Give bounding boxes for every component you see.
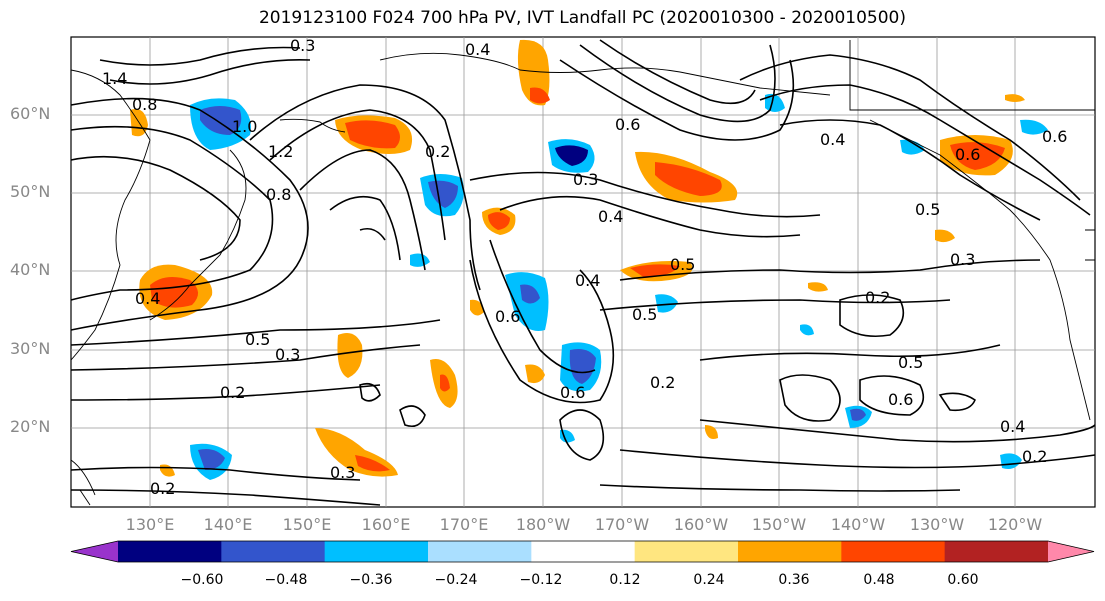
colorbar-swatch (634, 541, 739, 562)
map-title: 2019123100 F024 700 hPa PV, IVT Landfall… (258, 8, 906, 28)
lat-label: 40°N (10, 260, 51, 279)
lat-label: 20°N (10, 417, 51, 436)
colorbar-tick-label: −0.60 (180, 572, 224, 588)
contour-label: 0.4 (598, 207, 623, 226)
contour-label: 0.6 (615, 115, 640, 134)
contour-label: 0.6 (1042, 127, 1067, 146)
contour-lines (70, 39, 1096, 506)
contour-label: 0.2 (650, 373, 675, 392)
contour-label: 0.4 (135, 289, 160, 308)
contour-label: 0.6 (495, 307, 520, 326)
contour-label: 0.4 (820, 130, 845, 149)
colorbar-extend-min (71, 541, 118, 562)
contour-label: 0.5 (245, 330, 270, 349)
colorbar-tick-label: 0.60 (947, 572, 979, 588)
coastlines (70, 40, 1095, 506)
graticule (71, 37, 1095, 507)
lon-label: 150°W (751, 515, 807, 534)
colorbar-tick-label: 0.36 (778, 572, 810, 588)
colorbar-swatch (118, 541, 222, 562)
colorbar-swatch (428, 541, 532, 562)
contour-label: 0.3 (275, 345, 300, 364)
lon-label: 180°W (515, 515, 571, 534)
contour-label: 0.2 (1022, 447, 1047, 466)
lon-label: 130°W (909, 515, 965, 534)
contour-label: 0.3 (950, 250, 975, 269)
lat-label: 60°N (10, 104, 51, 123)
colorbar-tick-label: −0.48 (264, 572, 308, 588)
colorbar-tick-label: 0.48 (863, 572, 895, 588)
contour-label: 0.3 (573, 170, 598, 189)
positive-anomaly-shading (130, 39, 1025, 477)
lat-label: 30°N (10, 339, 51, 358)
contour-label: 0.3 (290, 36, 315, 55)
lon-label: 170°W (594, 515, 650, 534)
contour-label: 0.5 (632, 305, 657, 324)
colorbar-swatch (221, 541, 326, 562)
colorbar-extend-max (1048, 541, 1094, 562)
contour-label: 0.4 (1000, 417, 1025, 436)
lon-label: 140°E (203, 515, 253, 534)
contour-label: 0.5 (670, 255, 695, 274)
lon-label: 170°E (439, 515, 489, 534)
contour-label: 0.4 (575, 271, 600, 290)
contour-label: 0.5 (915, 200, 940, 219)
lat-label: 50°N (10, 182, 51, 201)
contour-label: 0.6 (888, 390, 913, 409)
colorbar-swatch (531, 541, 636, 562)
contour-label: 0.2 (150, 479, 175, 498)
lon-label: 130°E (125, 515, 175, 534)
colorbar-tick-label: −0.12 (519, 572, 563, 588)
colorbar-tick-label: 0.12 (609, 572, 641, 588)
contour-label: 1.0 (232, 117, 257, 136)
contour-label: 1.2 (268, 142, 293, 161)
colorbar-tick-label: −0.24 (434, 572, 478, 588)
lon-label: 120°W (987, 515, 1043, 534)
contour-label: 1.4 (102, 69, 127, 88)
lon-label: 140°W (830, 515, 886, 534)
colorbar-tick-label: −0.36 (349, 572, 393, 588)
colorbar-outline (70, 540, 1095, 563)
contour-label: 0.2 (865, 288, 890, 307)
colorbar-tick-label: 0.24 (693, 572, 725, 588)
contour-label: 0.2 (425, 142, 450, 161)
lon-label: 150°E (282, 515, 332, 534)
contour-label: 0.4 (465, 40, 490, 59)
contour-label: 0.3 (330, 463, 355, 482)
lon-label: 160°E (361, 515, 411, 534)
colorbar-swatch (944, 541, 1049, 562)
colorbar (70, 540, 1095, 563)
contour-label: 0.6 (955, 145, 980, 164)
colorbar-swatch (841, 541, 946, 562)
contour-labels: 0.3 0.4 1.4 0.8 1.0 1.2 0.8 0.2 0.6 0.3 … (102, 36, 1067, 498)
contour-label: 0.5 (898, 353, 923, 372)
contour-label: 0.6 (560, 383, 585, 402)
lon-label: 160°W (673, 515, 729, 534)
colorbar-swatch (324, 541, 429, 562)
contour-label: 0.8 (266, 185, 291, 204)
contour-label: 0.2 (220, 383, 245, 402)
contour-label: 0.8 (132, 95, 157, 114)
colorbar-swatch (738, 541, 842, 562)
negative-anomaly-shading (190, 93, 1048, 480)
